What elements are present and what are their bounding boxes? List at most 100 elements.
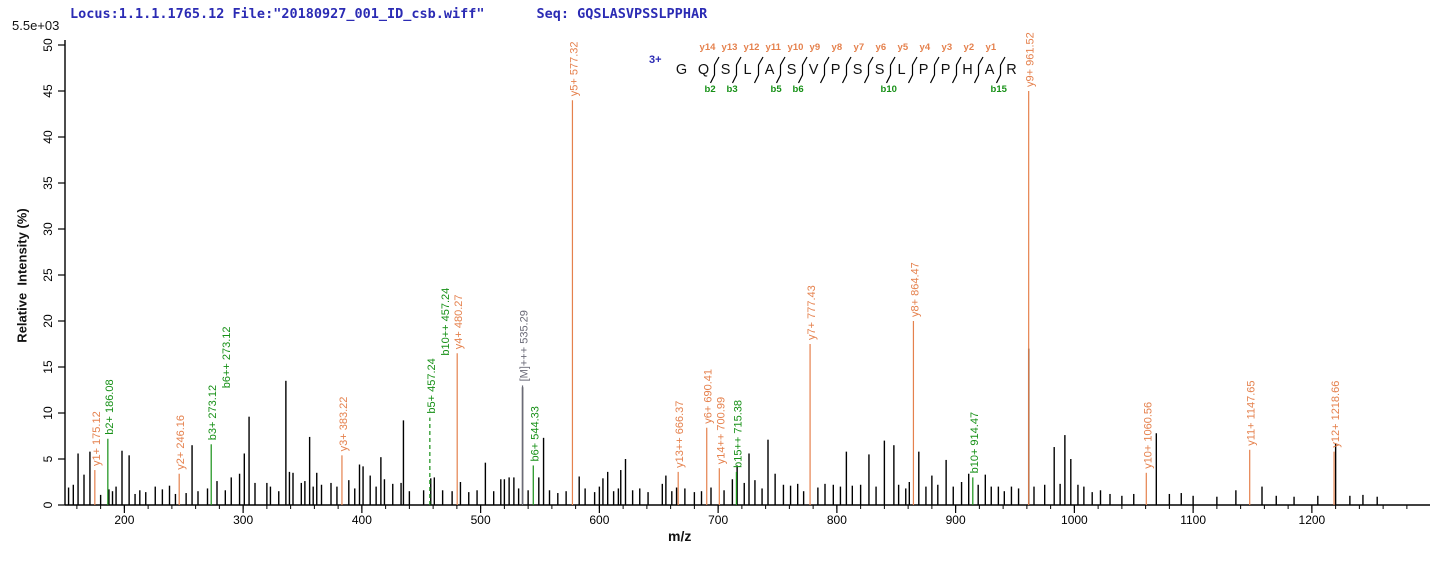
x-tick-label: 1100 [1180,513,1206,527]
fragmentation-site-3: y13 b3 [722,42,742,95]
fragmentation-site-5: y11 b5 [766,42,786,95]
fragmentation-site-9: y7 [854,42,874,84]
fragmentation-site-15: y1 b15 [986,42,1007,95]
fragment-mark-icon [797,56,808,84]
residue-15-A: A [984,62,995,78]
y-ion-label: y14++ 700.99 [715,397,727,464]
y-ion-label: y5+ 577.32 [568,41,580,96]
fragmentation-site-1 [688,57,698,83]
y-ion-tag-y13: y13 [721,42,738,53]
fragmentation-site-4: y12 [744,42,764,84]
y-tick-label: 25 [41,268,55,282]
fragment-mark-icon [819,56,830,84]
y-tick-label: 5 [41,455,55,462]
residue-4-L: L [743,62,752,78]
x-axis-title: m/z [668,528,692,544]
fragment-mark-icon [995,56,1006,84]
x-tick-label: 800 [827,513,847,527]
b-ion-label: b3+ 273.12 [207,385,219,440]
fragmentation-site-12: y4 [920,42,940,84]
fragment-mark-icon [973,56,984,84]
fragmentation-site-6: y10 b6 [788,42,808,95]
residue-7-V: V [808,62,819,78]
fragmentation-site-2: y14 b2 [700,42,720,95]
fragment-mark-icon [907,56,918,84]
b-ion-tag-b15: b15 [990,84,1007,95]
y-tick-label: 10 [41,406,55,420]
sequence-label: Seq: GQSLASVPSSLPPHAR [536,6,708,22]
fragment-mark-icon [929,56,940,84]
y-tick-label: 20 [41,314,55,328]
fragmentation-site-13: y3 [942,42,962,84]
y-ion-label: y13++ 666.37 [674,401,686,468]
x-tick-label: 1000 [1061,513,1088,527]
y-tick-label: 40 [41,130,55,144]
residue-3-S: S [720,62,731,78]
y-ion-tag-y1: y1 [985,42,997,53]
y-ion-label: y4+ 480.27 [453,294,465,349]
b-ion-label: b10++ 457.24 [440,288,452,356]
y-tick-label: 45 [41,84,55,98]
x-tick-label: 300 [233,513,253,527]
residue-2-Q: Q [697,62,710,78]
residue-1-G: G [675,62,688,78]
b-ion-tag-b2: b2 [704,84,716,95]
fragment-mark-icon [863,56,874,84]
y-ion-label: y10+ 1060.56 [1142,402,1154,469]
x-tick-label: 200 [114,513,134,527]
residue-12-P: P [918,62,929,78]
y-ion-label: y6+ 690.41 [703,369,715,424]
y-ion-tag-y8: y8 [831,42,843,53]
y-ion-label: y2+ 246.16 [175,415,187,470]
b-ion-label: b2+ 186.08 [104,379,116,434]
fragment-mark-icon [951,56,962,84]
y-ion-tag-y9: y9 [809,42,821,53]
residue-8-P: P [830,62,841,78]
fragment-mark-icon [731,56,742,84]
y-ion-label: y9+ 961.52 [1025,32,1037,87]
y-ion-label: y3+ 383.22 [338,397,350,452]
y-ion-label: y7+ 777.43 [806,285,818,340]
b-ion-tag-b3: b3 [726,84,738,95]
y-ion-tag-y11: y11 [765,42,781,53]
y-ion-tag-y12: y12 [743,42,760,53]
residue-10-S: S [874,62,885,78]
b-ion-tag-b5: b5 [770,84,782,95]
fragmentation-site-14: y2 [964,42,984,84]
y-tick-label: 0 [41,501,55,508]
x-tick-label: 900 [946,513,966,527]
y-tick-label: 50 [41,38,55,52]
b-ion-label: b15++ 715.38 [732,400,744,468]
b-ion-label: b6+ 544.33 [529,406,541,461]
y-tick-label: 15 [41,360,55,374]
fragment-mark-icon [775,56,786,84]
b-ion-label: b6++ 273.12 [221,326,233,388]
x-tick-label: 700 [708,513,728,527]
fragmentation-site-10: y6 b10 [876,42,897,95]
y-tick-label: 30 [41,222,55,236]
residue-13-P: P [940,62,951,78]
residue-5-A: A [764,62,775,78]
y-ion-label: y12+ 1218.66 [1330,381,1342,448]
x-tick-label: 1200 [1299,513,1326,527]
y-ion-tag-y10: y10 [787,42,804,53]
header-line: Locus:1.1.1.1765.12 File:"20180927_001_I… [70,6,707,22]
y-ion-tag-y2: y2 [963,42,975,53]
y-tick-label: 35 [41,176,55,190]
precursor-charge: 3+ [649,54,662,66]
fragmentation-site-11: y5 [898,42,918,84]
fragmentation-site-8: y8 [832,42,852,84]
M-ion-label: [M]+++ 535.29 [519,310,531,381]
y-ion-tag-y3: y3 [941,42,953,53]
fragment-mark-icon [753,56,764,84]
residue-9-S: S [852,62,863,78]
y-ion-label: y1+ 175.12 [91,411,103,466]
fragment-mark-icon [841,56,852,84]
fragment-mark-icon [885,56,896,84]
b-ion-label: b5+ 457.24 [426,358,438,413]
x-tick-label: 500 [471,513,491,527]
y-ion-label: y11+ 1147.65 [1246,380,1258,445]
y-ion-tag-y6: y6 [875,42,887,53]
